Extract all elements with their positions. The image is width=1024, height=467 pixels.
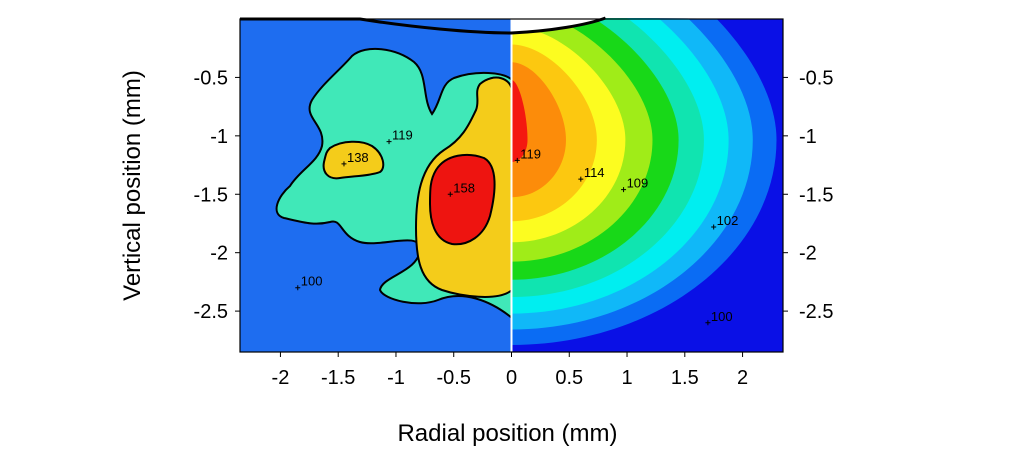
x-tick-label: 1.5 (671, 367, 699, 389)
x-tick-label: -1 (387, 367, 405, 389)
y-tick-label-left: -1 (210, 126, 228, 148)
x-tick-label: -1.5 (321, 367, 355, 389)
data-point-label: 109 (627, 176, 649, 191)
left-level-fill-3 (428, 153, 496, 246)
y-tick-label-left: -0.5 (194, 67, 228, 89)
y-tick-label-right: -1.5 (799, 184, 833, 206)
y-tick-label-left: -2.5 (194, 301, 228, 323)
data-point-label: 100 (711, 309, 733, 324)
x-tick-label: 0 (506, 367, 517, 389)
data-point-marker (447, 191, 453, 197)
data-point-marker (386, 139, 392, 145)
x-tick-label: -0.5 (436, 367, 470, 389)
y-tick-label-left: -2 (210, 243, 228, 265)
data-point-marker (711, 224, 717, 230)
x-tick-label: 1 (621, 367, 632, 389)
data-point-label: 158 (453, 180, 475, 195)
y-tick-label-right: -0.5 (799, 67, 833, 89)
top-sample-boundary (240, 16, 607, 35)
right-half-contours (511, 18, 783, 352)
right-level-fill-10 (511, 80, 528, 162)
data-point-marker (341, 161, 347, 167)
data-point-marker (578, 176, 584, 182)
right-level-fill-9 (511, 62, 566, 198)
data-point-label: 119 (520, 146, 541, 161)
data-point-marker (705, 320, 711, 326)
y-tick-label-right: -2.5 (799, 301, 833, 323)
y-axis-title: Vertical position (mm) (119, 70, 146, 301)
x-tick-label: 0.5 (555, 367, 583, 389)
y-tick-label-right: -2 (799, 243, 817, 265)
data-point-label: 138 (347, 150, 369, 165)
data-point-label: 114 (584, 165, 605, 180)
y-tick-label-right: -1 (799, 126, 817, 148)
data-point-marker (295, 285, 301, 291)
data-point-label: 100 (301, 274, 323, 289)
data-point-marker (621, 187, 627, 193)
left-level-fill-2b (322, 140, 385, 180)
x-tick-label: -2 (272, 367, 290, 389)
x-tick-label: 2 (737, 367, 748, 389)
data-point-label: 102 (717, 213, 739, 228)
x-axis-title: Radial position (mm) (397, 420, 617, 447)
data-point-label: 119 (392, 128, 413, 143)
data-point-marker (514, 157, 520, 163)
left-half-contours (240, 19, 512, 352)
y-tick-label-left: -1.5 (194, 184, 228, 206)
